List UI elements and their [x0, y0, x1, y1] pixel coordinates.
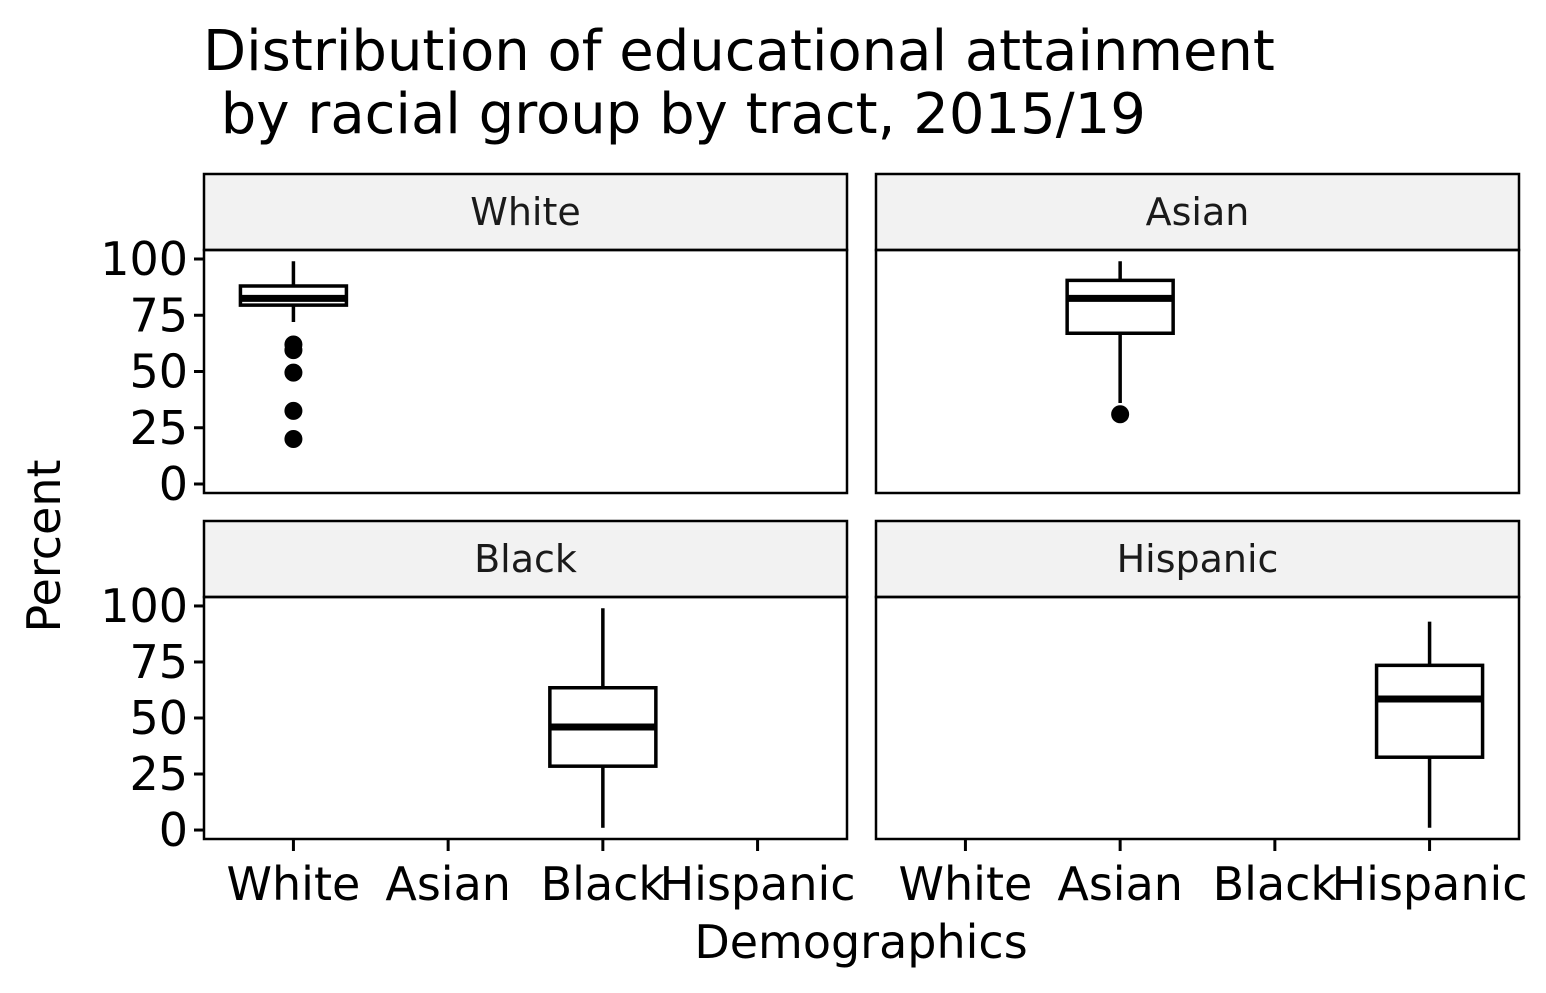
- iqr-box: [1065, 278, 1175, 335]
- x-tick-label: Asian: [1057, 857, 1183, 911]
- chart-title-line-2: by racial group by tract, 2015/19: [203, 82, 1146, 147]
- facet-strip-label: Hispanic: [1117, 537, 1279, 581]
- y-tick-label: 100: [100, 232, 188, 286]
- outlier-point: [284, 363, 303, 382]
- facet-strip-label: Black: [474, 537, 577, 581]
- facet-strip: [874, 172, 1521, 252]
- chart-title-line-1: Distribution of educational attainment: [203, 19, 1275, 84]
- x-tick-label: Black: [1213, 857, 1338, 911]
- outlier-point: [284, 341, 303, 360]
- y-tick-label: 50: [129, 691, 188, 745]
- y-axis-title: Percent: [17, 459, 71, 632]
- x-axis-title: Demographics: [694, 915, 1027, 969]
- y-tick-label: 0: [159, 457, 188, 511]
- y-tick-label: 100: [100, 579, 188, 633]
- facet-strip: [202, 519, 849, 599]
- x-tick-label: White: [899, 857, 1033, 911]
- x-tick-label: Black: [541, 857, 666, 911]
- y-tick-label: 25: [129, 747, 188, 801]
- outlier-point: [1111, 405, 1130, 424]
- facet-panel: [874, 248, 1521, 495]
- outlier-point: [284, 401, 303, 420]
- facet-panel: [202, 595, 849, 841]
- y-tick-label: 0: [159, 803, 188, 857]
- x-tick-label: Hispanic: [660, 857, 856, 911]
- x-tick-label: White: [227, 857, 361, 911]
- y-tick-label: 75: [129, 288, 188, 342]
- y-tick-label: 25: [129, 401, 188, 455]
- facet-strip: [202, 172, 849, 252]
- facet-strip-label: Asian: [1146, 190, 1250, 234]
- facet-panels: White0255075100AsianBlack0255075100White…: [100, 172, 1528, 911]
- y-tick-label: 50: [129, 345, 188, 399]
- x-tick-label: Asian: [385, 857, 511, 911]
- iqr-box: [1374, 663, 1485, 759]
- outlier-point: [284, 430, 303, 448]
- y-tick-label: 75: [129, 635, 188, 689]
- facet-strip-label: White: [470, 190, 581, 234]
- x-tick-label: Hispanic: [1332, 857, 1528, 911]
- facet-panel: [874, 595, 1521, 841]
